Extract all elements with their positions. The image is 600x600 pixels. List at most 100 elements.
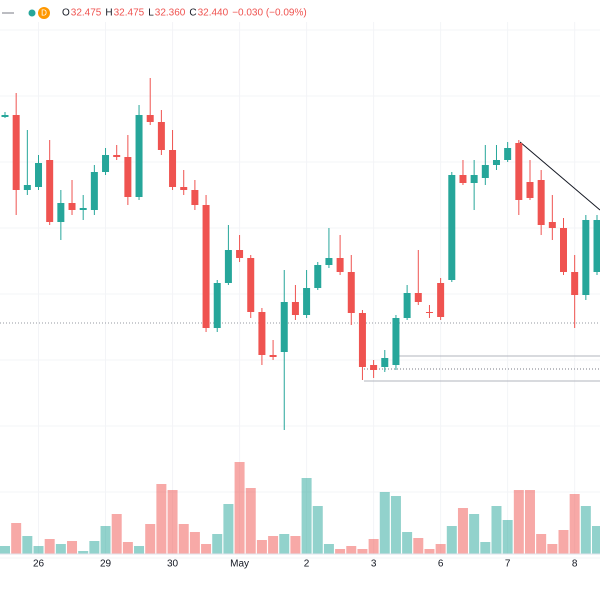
candle-body	[57, 203, 65, 222]
volume-bar	[256, 540, 267, 554]
legend-value: 32.475	[71, 8, 102, 19]
volume-bar	[379, 492, 390, 554]
volume-bar	[547, 544, 558, 554]
volume-bar	[234, 462, 245, 554]
candle-body	[224, 250, 232, 283]
candle-body	[269, 355, 277, 357]
candle-body	[180, 187, 188, 190]
volume-bar	[558, 530, 569, 554]
legend-label: O	[62, 8, 70, 19]
volume-bar	[279, 534, 290, 554]
candle-body	[425, 312, 433, 313]
volume-bar	[145, 524, 156, 554]
legend-value: 32.475	[114, 8, 145, 19]
volume-bar	[44, 539, 55, 554]
candle-body	[336, 258, 344, 272]
candle-body	[537, 180, 545, 225]
volume-bar	[268, 536, 279, 554]
candle-body	[303, 288, 311, 315]
candle-body	[35, 163, 43, 187]
volume-bar	[67, 541, 78, 554]
candle-body	[492, 160, 500, 165]
candle-body	[191, 190, 199, 205]
x-tick-label: 8	[572, 559, 578, 570]
candle-body	[258, 312, 266, 355]
candle-body	[448, 175, 456, 280]
candle-body	[1, 115, 9, 117]
volume-bar	[446, 526, 457, 554]
volume-bar	[457, 508, 468, 554]
legend-change: −0.030 (−0.09%)	[232, 8, 307, 19]
volume-bar	[536, 534, 547, 554]
candle-body	[146, 115, 154, 122]
legend-label: C	[189, 8, 196, 19]
interval: D	[41, 9, 47, 18]
volume-bar	[111, 514, 122, 554]
candle-body	[381, 358, 389, 367]
candle-body	[213, 283, 221, 328]
candle-body	[392, 318, 400, 365]
volume-bar	[402, 532, 413, 554]
candle-body	[157, 122, 165, 150]
interval-badge	[38, 7, 50, 19]
volume-bar	[0, 546, 10, 554]
volume-bar	[480, 542, 491, 554]
volume-bar	[346, 546, 357, 554]
candle-body	[481, 165, 489, 178]
candle-body	[470, 175, 478, 183]
x-tick-label: May	[230, 559, 249, 570]
candle-body	[169, 150, 177, 187]
volume-bar	[592, 526, 600, 554]
candle-body	[314, 265, 322, 288]
volume-bar	[245, 488, 256, 554]
candle-body	[526, 182, 534, 198]
volume-bar	[502, 520, 513, 554]
volume-bar	[524, 490, 535, 554]
volume-bar	[301, 478, 312, 554]
candle-body	[414, 293, 422, 302]
volume-bar	[390, 496, 401, 554]
x-tick-label: 7	[505, 559, 511, 570]
volume-bar	[368, 539, 379, 554]
legend-value: 32.440	[198, 8, 229, 19]
volume-bar	[290, 536, 301, 554]
candle-body	[571, 272, 579, 295]
candle-body	[515, 143, 523, 200]
status-dot	[28, 9, 36, 17]
candle-body	[347, 272, 355, 313]
volume-bar	[212, 534, 223, 554]
candle-body	[79, 208, 87, 210]
candle-body	[236, 250, 244, 258]
candle-body	[560, 228, 567, 272]
candle-body	[46, 160, 54, 222]
candle-body	[135, 115, 143, 197]
x-tick-label: 3	[371, 559, 377, 570]
volume-bar	[156, 484, 167, 554]
volume-bar	[223, 504, 234, 554]
candle-body	[202, 205, 210, 328]
legend-label: L	[148, 8, 154, 19]
candle-body	[370, 365, 378, 370]
candle-body	[113, 155, 121, 157]
volume-bar	[323, 544, 334, 554]
candle-body	[12, 115, 20, 190]
volume-bar	[189, 532, 200, 554]
x-tick-label: 26	[33, 559, 45, 570]
candle-body	[280, 302, 288, 352]
volume-bar	[580, 506, 591, 554]
legend-value: 32.360	[155, 8, 186, 19]
candle-body	[459, 175, 467, 183]
volume-bar	[11, 523, 22, 554]
candle-body	[593, 220, 600, 272]
trend-line	[519, 141, 600, 211]
volume-bar	[78, 551, 89, 554]
volume-bar	[312, 506, 323, 554]
volume-bar	[469, 514, 480, 554]
x-tick-label: 29	[100, 559, 112, 570]
x-tick-label: 30	[167, 559, 179, 570]
candle-body	[23, 185, 31, 190]
volume-bar	[33, 546, 44, 554]
candle-body	[68, 203, 76, 210]
